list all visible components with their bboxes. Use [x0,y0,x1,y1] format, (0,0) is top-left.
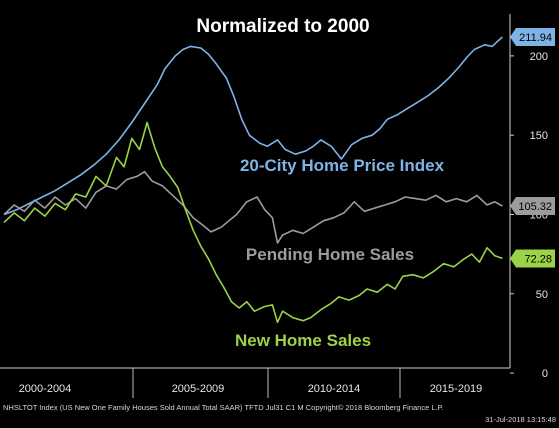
y-tick-label: 0 [542,368,548,380]
last-value-tag-bg [510,249,555,268]
series-annotation-1: Pending Home Sales [246,245,414,264]
last-value-tag-bg [510,197,555,216]
footer-timestamp: 31-Jul-2018 13:15:48 [485,415,556,424]
series-layer [3,36,503,324]
series-annotation-0: 20-City Home Price Index [240,156,445,175]
last-value-tag-text: 72.28 [524,253,552,265]
label-layer: 211.94 105.32 72.28 Normalized to 2000 20-Ci… [196,16,555,350]
series-line-2 [3,121,503,324]
x-tick-label: 2010-2014 [308,383,361,395]
chart-title: Normalized to 2000 [196,16,369,37]
last-value-tag-text: 211.94 [519,32,552,44]
footer: NHSLTOT Index (US New One Family Houses … [0,400,559,428]
x-tick-label: 2000-2004 [19,383,72,395]
chart-background [0,0,559,400]
y-tick-label: 150 [530,130,548,142]
last-value-tag-0: 211.94 [510,27,555,46]
series-annotation-2: New Home Sales [235,331,371,350]
series-line-1 [3,170,503,244]
last-value-tag-1: 105.32 [510,197,555,216]
last-value-tag-bg [510,27,555,46]
y-tick-label: 200 [530,51,548,63]
x-tick-label: 2005-2009 [172,383,225,395]
x-tick-label: 2015-2019 [430,383,483,395]
last-value-tag-2: 72.28 [510,249,555,268]
last-value-tag-text: 105.32 [518,201,552,213]
footer-source-text: NHSLTOT Index (US New One Family Houses … [3,403,444,412]
y-tick-label: 50 [536,289,548,301]
series-line-0 [3,36,503,216]
